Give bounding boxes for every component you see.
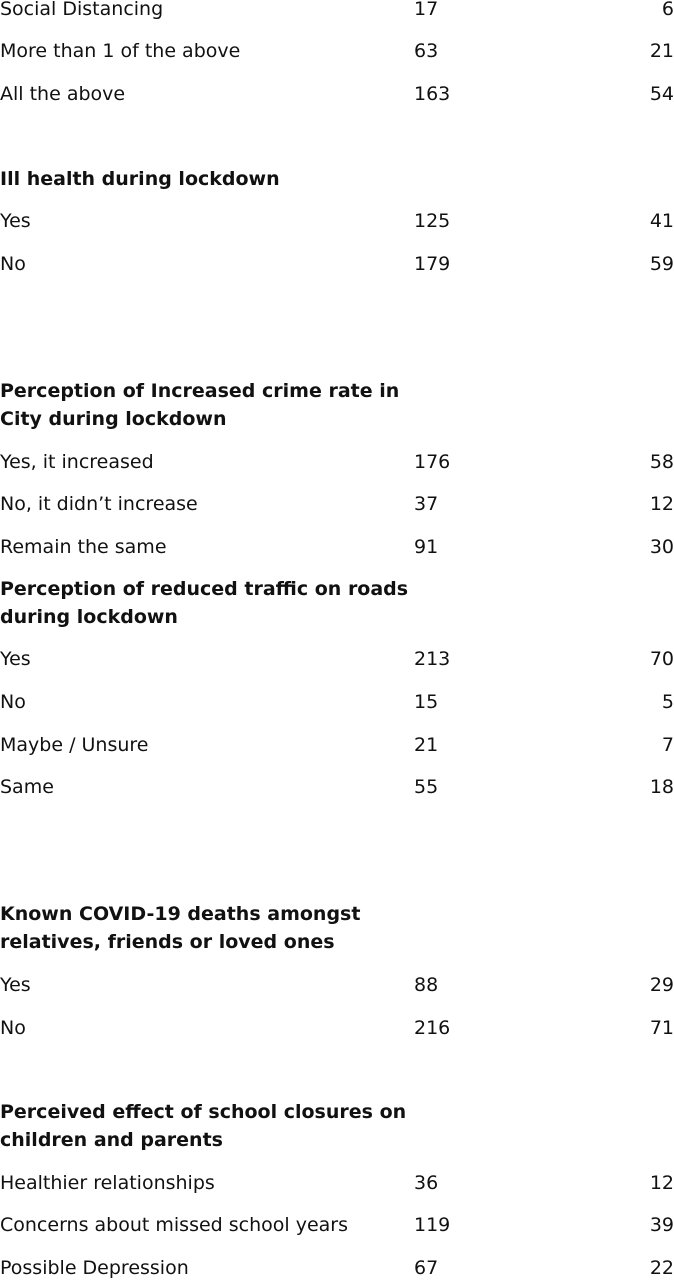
row-percent: 70 [649, 648, 674, 670]
table-row: No, it didn’t increase 37 12 [0, 490, 674, 518]
row-count: 88 [414, 974, 439, 996]
row-count: 119 [414, 1214, 451, 1236]
row-label: All the above [0, 83, 126, 105]
row-count: 15 [414, 691, 439, 713]
row-label: No [0, 1017, 26, 1039]
row-label: Yes, it increased [0, 451, 154, 473]
row-label: No, it didn’t increase [0, 493, 198, 515]
row-percent: 18 [649, 776, 674, 798]
row-label: No [0, 691, 26, 713]
row-count: 213 [414, 648, 451, 670]
row-percent: 41 [649, 210, 674, 232]
row-label: Remain the same [0, 536, 167, 558]
row-label: Maybe / Unsure [0, 734, 149, 756]
row-count: 163 [414, 83, 451, 105]
row-percent: 39 [649, 1214, 674, 1236]
row-count: 36 [414, 1172, 439, 1194]
section-heading-school: Perceived effect of school closures on c… [0, 1101, 407, 1151]
table-row: Remain the same 91 30 [0, 533, 674, 561]
row-percent: 58 [649, 451, 674, 473]
row-label: Yes [0, 648, 31, 670]
table-row: More than 1 of the above 63 21 [0, 37, 674, 65]
row-label: Healthier relationships [0, 1172, 215, 1194]
table-row: Social Distancing 17 6 [0, 0, 674, 23]
table-row: No 15 5 [0, 688, 674, 716]
row-percent: 12 [649, 1172, 674, 1194]
table-row: Yes 213 70 [0, 645, 674, 673]
row-label: Social Distancing [0, 0, 164, 20]
row-percent: 7 [661, 734, 674, 756]
row-count: 37 [414, 493, 439, 515]
table-row: Maybe / Unsure 21 7 [0, 731, 674, 759]
table-row: Yes, it increased 176 58 [0, 448, 674, 476]
row-count: 55 [414, 776, 439, 798]
table-row: Concerns about missed school years 119 3… [0, 1211, 674, 1239]
row-label: No [0, 253, 26, 275]
row-label: Concerns about missed school years [0, 1214, 349, 1236]
row-percent: 6 [661, 0, 674, 20]
table-row: No 179 59 [0, 250, 674, 278]
section-heading-crime: Perception of Increased crime rate in Ci… [0, 380, 400, 430]
table-row: Healthier relationships 36 12 [0, 1169, 674, 1197]
row-label: Yes [0, 210, 31, 232]
row-count: 176 [414, 451, 451, 473]
row-count: 91 [414, 536, 439, 558]
section-heading-deaths: Known COVID-19 deaths amongst relatives,… [0, 903, 361, 953]
row-count: 179 [414, 253, 451, 275]
row-percent: 5 [661, 691, 674, 713]
table-row: Same 55 18 [0, 773, 674, 801]
row-count: 67 [414, 1257, 439, 1279]
row-label: More than 1 of the above [0, 40, 241, 62]
row-label: Possible Depression [0, 1257, 189, 1279]
row-count: 125 [414, 210, 451, 232]
table-row: Yes 88 29 [0, 971, 674, 999]
row-percent: 29 [649, 974, 674, 996]
row-label: Yes [0, 974, 31, 996]
row-label: Same [0, 776, 54, 798]
row-count: 63 [414, 40, 439, 62]
section-heading-traffic: Perception of reduced traffic on roads d… [0, 578, 409, 628]
table-row: Yes 125 41 [0, 207, 674, 235]
row-percent: 30 [649, 536, 674, 558]
section-heading-ill-health: Ill health during lockdown [0, 168, 280, 190]
row-percent: 12 [649, 493, 674, 515]
table-row: All the above 163 54 [0, 80, 674, 108]
table-row: Possible Depression 67 22 [0, 1254, 674, 1282]
row-count: 17 [414, 0, 439, 20]
table-row: No 216 71 [0, 1014, 674, 1042]
row-percent: 21 [649, 40, 674, 62]
row-percent: 22 [649, 1257, 674, 1279]
row-count: 216 [414, 1017, 451, 1039]
row-percent: 59 [649, 253, 674, 275]
row-percent: 71 [649, 1017, 674, 1039]
row-percent: 54 [649, 83, 674, 105]
row-count: 21 [414, 734, 439, 756]
